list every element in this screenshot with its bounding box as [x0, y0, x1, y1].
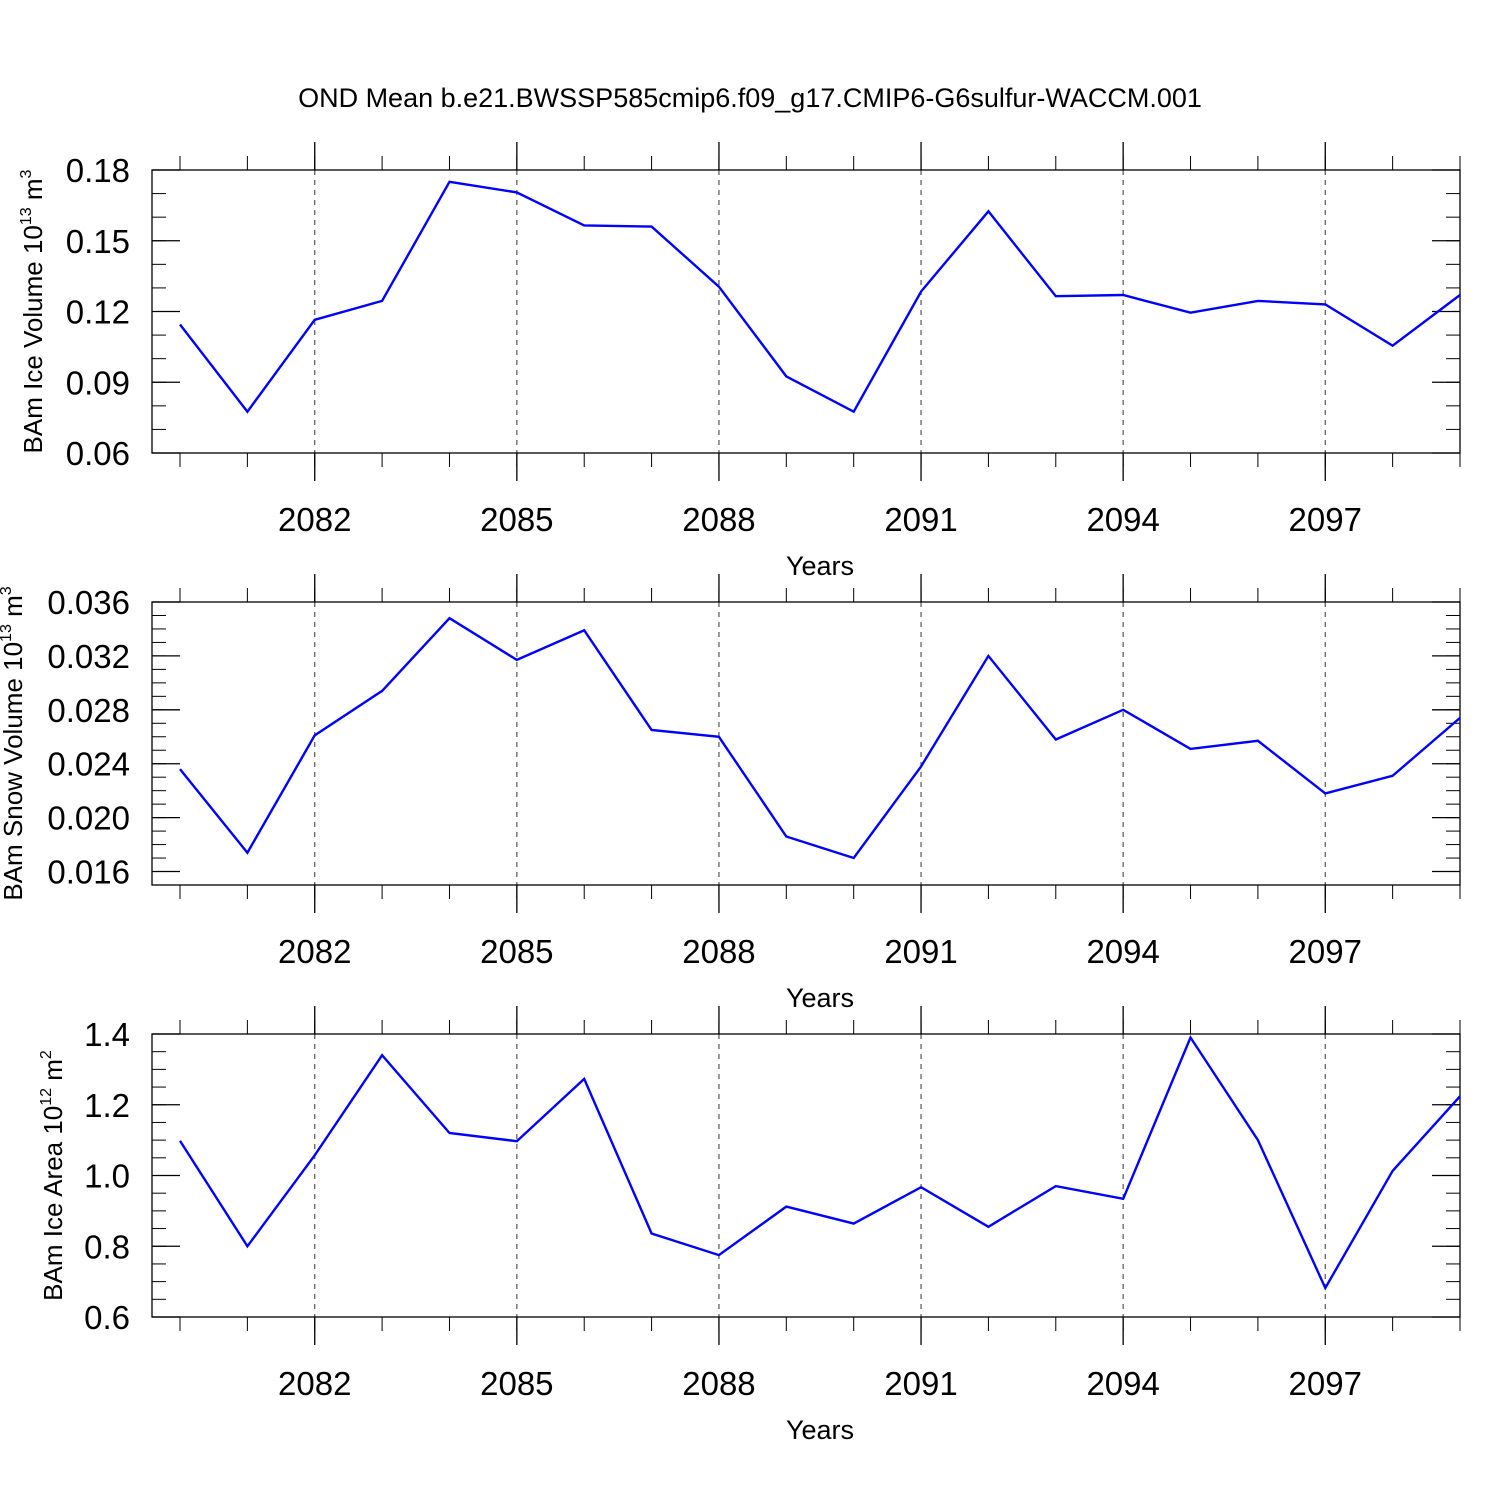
- y-tick-label: 1.0: [84, 1158, 130, 1195]
- y-tick-label: 0.8: [84, 1228, 130, 1265]
- y-tick-label: 1.2: [84, 1087, 130, 1124]
- y-tick-label: 0.020: [47, 800, 130, 837]
- x-tick-label: 2085: [480, 933, 553, 970]
- chart-panel-1: 2082 2085 2088 2091 2094 2097 0.06 0.09 0.12 0.15…: [18, 142, 1461, 581]
- x-tick-label: 2097: [1289, 1365, 1362, 1402]
- x-tick-label: 2082: [278, 933, 351, 970]
- chart-panel-2: 2082 2085 2088 2091 2094 2097 0.016 0.020 0.024 0…: [0, 574, 1461, 1013]
- y-tick-label: 0.18: [66, 152, 130, 189]
- y-tick-label: 0.024: [47, 746, 130, 783]
- y-tick-label: 0.15: [66, 223, 130, 260]
- x-tick-label: 2097: [1289, 933, 1362, 970]
- x-tick-label: 2088: [682, 1365, 755, 1402]
- x-tick-label: 2091: [884, 501, 957, 538]
- x-tick-label: 2097: [1289, 501, 1362, 538]
- y-tick-label: 0.028: [47, 692, 130, 729]
- x-tick-label: 2091: [884, 1365, 957, 1402]
- series-line: [179, 616, 1461, 860]
- y-tick-label: 0.032: [47, 638, 130, 675]
- y-tick-label: 0.09: [66, 364, 130, 401]
- figure-title: OND Mean b.e21.BWSSP585cmip6.f09_g17.CMI…: [298, 83, 1202, 113]
- x-tick-label: 2094: [1086, 501, 1159, 538]
- y-tick-label: 0.016: [47, 854, 130, 891]
- x-tick-label: 2088: [682, 501, 755, 538]
- x-axis-title: Years: [786, 1415, 854, 1445]
- x-tick-label: 2094: [1086, 933, 1159, 970]
- x-tick-label: 2088: [682, 933, 755, 970]
- x-tick-label: 2082: [278, 501, 351, 538]
- chart-panel-3: 2082 2085 2088 2091 2094 2097 0.6 0.8 1.0 1.2 1.4 Y…: [38, 1006, 1461, 1445]
- series-line: [179, 180, 1461, 414]
- x-tick-label: 2082: [278, 1365, 351, 1402]
- y-axis-title: BAm Ice Area 1012 m2: [38, 1050, 68, 1301]
- series-line: [178, 1034, 1461, 1291]
- panels: 2082 2085 2088 2091 2094 2097 0.06 0.09 0.12 0.15…: [0, 142, 1461, 1445]
- y-axis-title: BAm Snow Volume 1013 m3: [0, 586, 28, 900]
- x-tick-label: 2091: [884, 933, 957, 970]
- y-tick-label: 0.12: [66, 294, 130, 331]
- x-tick-label: 2085: [480, 1365, 553, 1402]
- plot-frame: [151, 601, 1461, 886]
- x-tick-label: 2094: [1086, 1365, 1159, 1402]
- y-tick-label: 0.036: [47, 584, 130, 621]
- y-tick-label: 0.6: [84, 1299, 130, 1336]
- x-tick-label: 2085: [480, 501, 553, 538]
- y-tick-label: 0.06: [66, 435, 130, 472]
- x-axis-title: Years: [786, 983, 854, 1013]
- y-tick-label: 1.4: [84, 1016, 130, 1053]
- x-axis-title: Years: [786, 551, 854, 581]
- y-axis-title: BAm Ice Volume 1013 m3: [18, 169, 48, 453]
